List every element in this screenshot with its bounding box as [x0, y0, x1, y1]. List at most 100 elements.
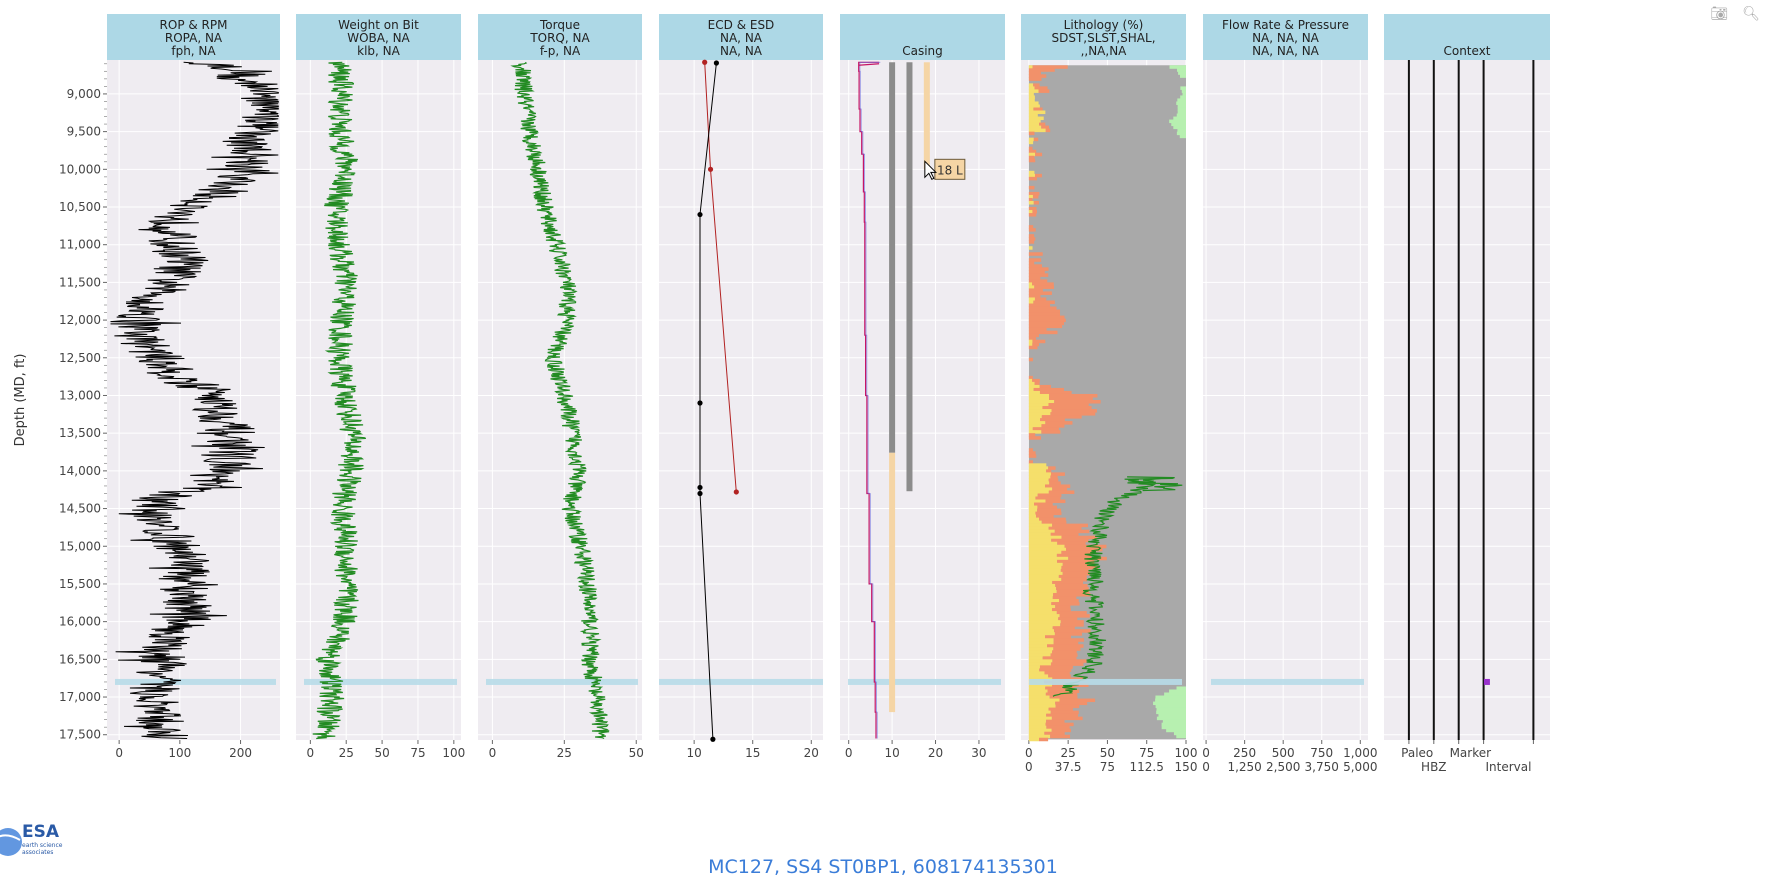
silt-fill: [1056, 586, 1089, 591]
silt-fill: [1045, 499, 1066, 504]
sand-fill: [1028, 586, 1057, 591]
silt-fill: [1052, 580, 1084, 585]
context-label: Paleo: [1401, 746, 1433, 760]
x-tick-label: 200: [229, 746, 252, 760]
sand-fill: [1028, 719, 1047, 724]
x-tick-label: 50: [374, 746, 389, 760]
sand-fill: [1028, 430, 1042, 434]
silt-fill: [1028, 237, 1036, 241]
track-context: Context Paleo Marker HBZ Interval: [1384, 14, 1550, 774]
silt-fill: [1028, 312, 1061, 317]
sand-fill: [1028, 532, 1051, 537]
silt-fill: [1048, 526, 1082, 531]
lightgreen-fill: [1177, 110, 1186, 115]
highlight-band: [486, 678, 638, 685]
silt-fill: [1047, 689, 1080, 694]
sand-fill: [1028, 505, 1038, 510]
track-header-line: klb, NA: [357, 44, 401, 58]
silt-fill: [1041, 430, 1061, 434]
track-header-line: Context: [1443, 44, 1490, 58]
camera-icon[interactable]: 📷︎: [1710, 6, 1729, 22]
silt-fill: [1062, 571, 1091, 576]
sand-fill: [1028, 692, 1046, 697]
silt-fill: [1052, 596, 1077, 600]
ecd-data-point: [702, 59, 708, 65]
sand-fill: [1028, 508, 1038, 513]
x-tick-label: 50: [1100, 746, 1115, 760]
silt-fill: [1048, 466, 1056, 470]
x-tick-label: 20: [928, 746, 943, 760]
silt-fill: [1050, 472, 1065, 476]
sand-fill: [1028, 707, 1049, 712]
mud-weight-line: [858, 61, 880, 739]
x-tick-label: 50: [629, 746, 644, 760]
sand-fill: [1028, 517, 1040, 522]
lightgreen-fill: [1162, 719, 1186, 724]
silt-fill: [1028, 433, 1036, 437]
track-header-line: TORQ, NA: [529, 31, 590, 45]
sand-fill: [1028, 128, 1046, 133]
sand-fill: [1028, 647, 1054, 651]
silt-fill: [1032, 210, 1037, 214]
y-tick-label: 11,000: [59, 238, 101, 252]
silt-fill: [1028, 131, 1035, 136]
silt-fill: [1059, 614, 1090, 618]
silt-fill: [1052, 487, 1068, 491]
silt-fill: [1028, 309, 1061, 314]
sand-fill: [1028, 92, 1034, 96]
silt-fill: [1034, 381, 1040, 386]
torque-series-line: [510, 61, 610, 740]
sand-fill: [1028, 589, 1057, 594]
x-tick-label: 1,000: [1343, 746, 1377, 760]
sand-fill: [1028, 716, 1052, 721]
track-header-line: NA, NA: [720, 44, 763, 58]
track-header: [659, 14, 823, 60]
lightgreen-fill: [1179, 74, 1186, 78]
sand-fill: [1028, 107, 1034, 112]
silt-fill: [1028, 213, 1037, 217]
mud-weight-hook: [858, 63, 880, 66]
silt-fill: [1039, 665, 1073, 669]
zoom-icon[interactable]: 🔍︎: [1742, 6, 1760, 22]
lightgreen-fill: [1176, 101, 1186, 105]
silt-fill: [1032, 282, 1054, 286]
y-tick-label: 13,000: [59, 388, 101, 402]
sand-fill: [1028, 629, 1055, 633]
sand-fill: [1028, 514, 1037, 519]
silt-fill: [1032, 378, 1040, 383]
casing-bar: [889, 62, 896, 453]
sand-fill: [1028, 403, 1049, 407]
sand-fill: [1028, 384, 1040, 389]
sand-fill: [1028, 297, 1035, 301]
sand-fill: [1028, 626, 1053, 630]
silt-fill: [1036, 514, 1054, 519]
silt-fill: [1039, 737, 1049, 742]
sand-fill: [1028, 596, 1053, 600]
sand-fill: [1028, 484, 1046, 488]
lightgreen-fill: [1156, 716, 1186, 721]
sand-fill: [1028, 608, 1052, 612]
sand-fill: [1028, 623, 1061, 627]
silt-fill: [1028, 333, 1039, 338]
ecd-data-point: [697, 490, 703, 497]
track-header-line: ROPA, NA: [165, 31, 223, 45]
sand-fill: [1028, 614, 1060, 618]
track-plot-bg: [107, 60, 280, 740]
silt-fill: [1061, 550, 1094, 555]
sand-fill: [1028, 282, 1033, 286]
x-tick-label: 100: [442, 746, 465, 760]
footer-title: MC127, SS4 ST0BP1, 608174135301: [708, 856, 1058, 878]
sand-fill: [1028, 499, 1046, 504]
sand-fill: [1028, 466, 1049, 470]
silt-fill: [1058, 617, 1078, 621]
silt-fill: [1051, 409, 1097, 413]
silt-fill: [1045, 686, 1074, 690]
sand-fill: [1028, 689, 1048, 694]
lightgreen-fill: [1177, 104, 1186, 108]
x-tick-label: 500: [1272, 746, 1295, 760]
silt-fill: [1056, 611, 1087, 615]
track-casing: Casing 0 10 20 30 18 L: [840, 14, 1005, 760]
silt-fill: [1034, 502, 1053, 507]
silt-fill: [1028, 321, 1065, 326]
